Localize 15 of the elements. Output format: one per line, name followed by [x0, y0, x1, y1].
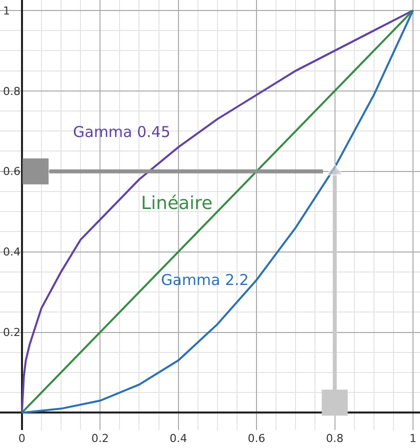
series-label: Linéaire: [141, 193, 213, 214]
line-series: [20, 9, 414, 414]
x-tick-label: 0.2: [91, 432, 109, 445]
x-tick-label: 0.8: [326, 432, 344, 445]
x-tick-label: 0: [18, 432, 26, 445]
y-tick-label: 0.6: [3, 165, 20, 178]
y-tick-label: 1: [3, 4, 10, 18]
series-label: Gamma 0.45: [73, 123, 170, 141]
x-tick-label: 0.4: [170, 432, 188, 445]
y-tick-label: 0.8: [3, 84, 20, 98]
x-tick-label: 0.6: [248, 432, 266, 445]
x-tick-label: 1: [409, 432, 416, 445]
series-label: Gamma 2.2: [161, 271, 249, 289]
y-tick-label: 0.2: [3, 326, 20, 340]
y-tick-label: 0.4: [3, 246, 20, 259]
